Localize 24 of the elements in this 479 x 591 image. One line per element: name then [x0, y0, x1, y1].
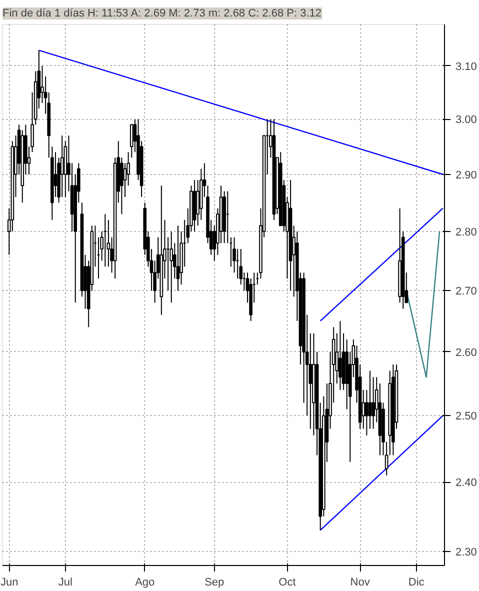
- x-tick-label: Oct: [278, 576, 296, 588]
- candlestick: [365, 389, 368, 436]
- y-tick-label: 2.80: [456, 226, 477, 238]
- x-tick-label: Nov: [350, 576, 370, 588]
- y-tick-label: 2.50: [456, 410, 477, 423]
- x-tick-label: Ago: [135, 576, 155, 588]
- y-tick-label: 2.90: [456, 169, 477, 182]
- candlestick: [176, 225, 180, 292]
- y-tick-label: 2.30: [456, 546, 477, 558]
- candlestick: [372, 376, 375, 430]
- y-tick-label: 2.70: [456, 286, 477, 298]
- chart-title: Fin de día 1 días H: 11:53 A: 2.69 M: 2.73 m: 2.68 C: 2.68 P: 3.12: [2, 8, 322, 20]
- y-tick-label: 3.10: [456, 60, 477, 73]
- x-tick-label: Dic: [408, 576, 425, 588]
- candlestick: [120, 157, 124, 215]
- y-tick-label: 2.40: [456, 477, 477, 490]
- x-tick-label: Jul: [58, 576, 72, 588]
- y-tick-label: 2.60: [456, 346, 477, 359]
- candlestick: [368, 370, 372, 430]
- x-tick-label: Sep: [204, 576, 224, 588]
- y-tick-label: 3.00: [456, 114, 477, 126]
- candlestick: [338, 320, 342, 390]
- candlestick: [170, 230, 174, 304]
- x-tick-label: Jun: [0, 576, 18, 588]
